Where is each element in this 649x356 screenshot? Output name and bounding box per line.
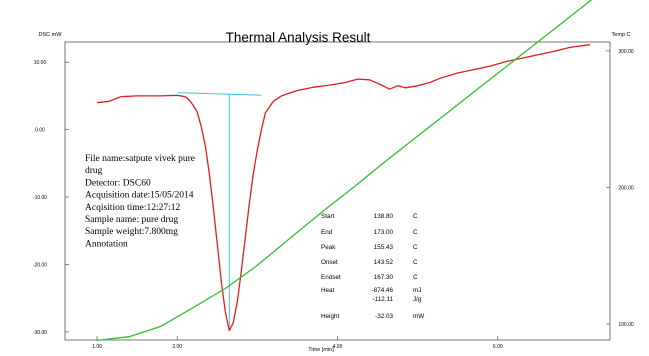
info-line: Sample weight:7.800mg <box>85 227 178 237</box>
temperature-curve <box>97 0 593 342</box>
info-line: drug <box>85 166 103 176</box>
y-right-tick-label: 300.00 <box>618 49 634 55</box>
result-unit: C <box>413 229 418 236</box>
result-value: -32.03 <box>375 313 393 320</box>
dsc-curve <box>97 44 591 332</box>
peak-baseline-line <box>177 92 262 96</box>
result-name: End <box>321 229 333 236</box>
result-value: 173.00 <box>374 229 394 236</box>
y-right-tick-label: 200.00 <box>618 185 634 191</box>
info-line: Detector: DSC60 <box>85 178 151 188</box>
result-unit: mJ <box>413 287 421 294</box>
info-line: Acqisition time:12:27:12 <box>85 203 181 213</box>
y-left-tick-label: -10.00 <box>33 195 47 201</box>
result-value: 155.43 <box>374 244 394 251</box>
y-right-tick-label: 100.00 <box>618 322 634 328</box>
result-value: 167.30 <box>374 274 394 281</box>
result-unit: C <box>413 244 418 251</box>
x-tick-label: 1.00 <box>92 344 102 350</box>
result-unit: C <box>413 213 418 220</box>
y-left-tick-label: 0.00 <box>35 128 45 134</box>
y-axis-left-label: DSC mW <box>39 32 63 38</box>
y-left-tick-label: -20.00 <box>33 262 47 268</box>
y-axis-right-label: Temp C <box>612 32 631 38</box>
x-tick-label: 2.00 <box>172 344 182 350</box>
result-name: Heat <box>321 287 335 294</box>
result-value: -112.11 <box>373 296 394 303</box>
result-value: -874.46 <box>372 287 394 294</box>
result-unit: mW <box>413 313 424 320</box>
result-name: Peak <box>321 244 336 251</box>
result-unit: C <box>413 274 418 281</box>
result-name: Height <box>321 313 339 320</box>
result-unit: C <box>413 259 418 266</box>
result-value: 138.80 <box>374 213 394 220</box>
result-unit: J/g <box>413 296 422 303</box>
x-tick-label: 6.00 <box>493 344 503 350</box>
x-tick-label: 4.00 <box>333 344 343 350</box>
info-line: Acquisition date:15/05/2014 <box>85 191 194 201</box>
chart-title: Thermal Analysis Result <box>226 30 371 45</box>
info-line: Sample name: pure drug <box>85 215 178 225</box>
y-left-tick-label: 10.00 <box>34 60 47 66</box>
y-left-tick-label: -30.00 <box>33 330 47 336</box>
result-name: Start <box>321 213 335 220</box>
result-value: 143.52 <box>374 259 394 266</box>
result-name: Endset <box>321 274 341 281</box>
x-axis-label: Time [min] <box>308 347 334 353</box>
info-line: File name:satpute vivek pure <box>85 154 195 164</box>
info-line: Annotation <box>85 239 128 249</box>
result-name: Onset <box>321 259 338 266</box>
